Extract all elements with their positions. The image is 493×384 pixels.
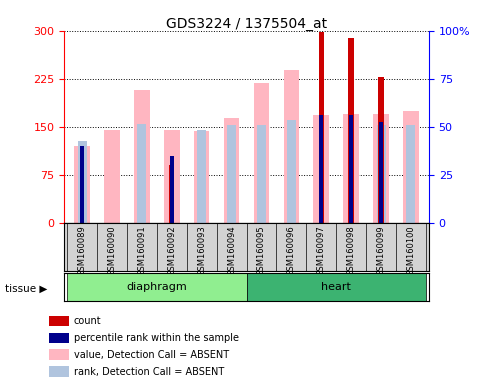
Text: diaphragm: diaphragm: [126, 282, 187, 292]
Bar: [379, 122, 383, 223]
Bar: [194, 131, 210, 223]
Text: GSM160090: GSM160090: [107, 225, 116, 276]
Bar: [224, 118, 239, 223]
Bar: [138, 124, 146, 223]
Bar: [407, 126, 416, 223]
Text: GSM160089: GSM160089: [77, 225, 87, 276]
Bar: [349, 38, 354, 223]
Text: GSM160093: GSM160093: [197, 225, 206, 276]
Text: GDS3224 / 1375504_at: GDS3224 / 1375504_at: [166, 17, 327, 31]
Bar: [49, 349, 69, 360]
Text: value, Detection Call = ABSENT: value, Detection Call = ABSENT: [74, 350, 229, 360]
Bar: [49, 366, 69, 377]
Bar: [314, 115, 329, 223]
Text: GSM160091: GSM160091: [138, 225, 146, 276]
Bar: [378, 77, 384, 223]
Bar: [227, 126, 236, 223]
Text: tissue ▶: tissue ▶: [5, 284, 47, 294]
Bar: [197, 130, 206, 223]
Bar: [254, 83, 269, 223]
Text: GSM160099: GSM160099: [377, 225, 386, 276]
Text: GSM160100: GSM160100: [406, 225, 416, 276]
Text: count: count: [74, 316, 102, 326]
Bar: [164, 130, 179, 223]
Bar: [283, 70, 299, 223]
Text: rank, Detection Call = ABSENT: rank, Detection Call = ABSENT: [74, 367, 224, 377]
Text: GSM160096: GSM160096: [287, 225, 296, 276]
Bar: [104, 130, 120, 223]
Bar: [319, 115, 323, 223]
Bar: [49, 333, 69, 343]
Bar: [77, 141, 86, 223]
Bar: [350, 115, 353, 223]
Text: heart: heart: [321, 282, 351, 292]
Bar: [377, 126, 386, 223]
Bar: [257, 125, 266, 223]
Text: GSM160094: GSM160094: [227, 225, 236, 276]
Bar: [287, 120, 296, 223]
Bar: [373, 114, 389, 223]
Bar: [49, 316, 69, 326]
Text: GSM160098: GSM160098: [347, 225, 355, 276]
Text: GSM160092: GSM160092: [167, 225, 176, 276]
Bar: [403, 111, 419, 223]
Text: percentile rank within the sample: percentile rank within the sample: [74, 333, 239, 343]
Bar: [344, 114, 359, 223]
Bar: [134, 89, 149, 223]
Bar: [318, 32, 324, 223]
Bar: [74, 146, 90, 223]
Bar: [246, 273, 426, 301]
Text: GSM160097: GSM160097: [317, 225, 326, 276]
Bar: [67, 273, 246, 301]
Bar: [170, 156, 174, 223]
Bar: [169, 165, 175, 223]
Bar: [80, 146, 84, 223]
Text: GSM160095: GSM160095: [257, 225, 266, 276]
